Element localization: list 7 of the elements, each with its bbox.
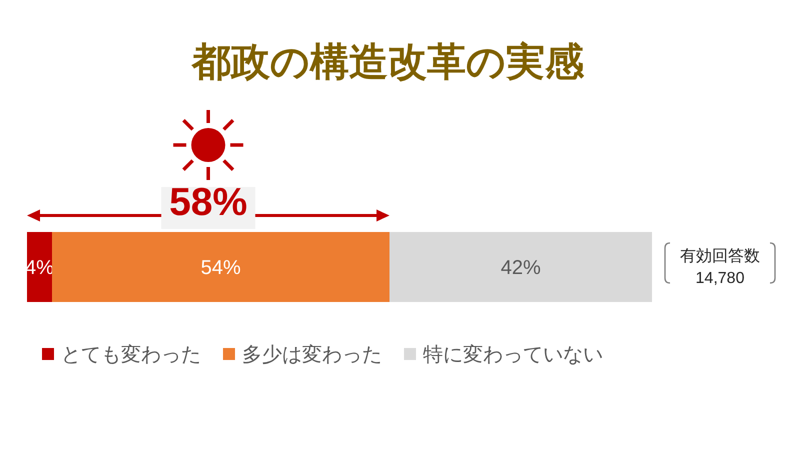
data-label: 54% bbox=[200, 257, 241, 279]
legend-label: とても変わった bbox=[61, 343, 201, 366]
legend-label: 特に変わっていない bbox=[423, 343, 603, 366]
chart-title: 都政の構造改革の実感 bbox=[191, 40, 585, 84]
legend-label: 多少は変わった bbox=[242, 343, 382, 366]
data-label: 42% bbox=[500, 257, 541, 279]
note: 有効回答数 14,780 bbox=[680, 248, 760, 287]
